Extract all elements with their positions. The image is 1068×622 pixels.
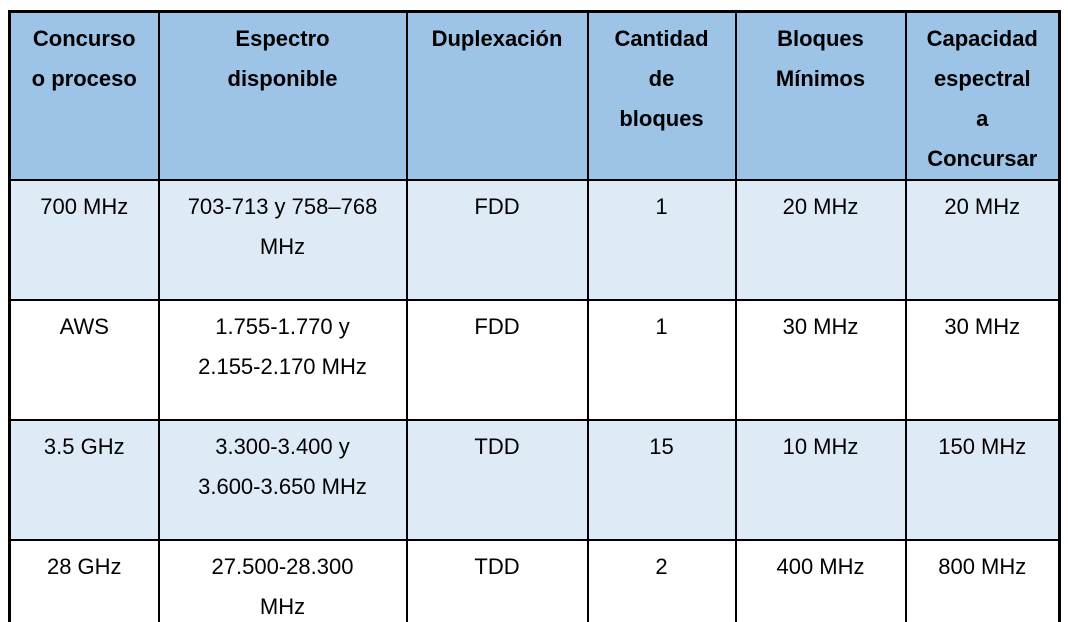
cell-capacidad-espectral: 150 MHz	[904, 419, 1061, 541]
column-header-cantidad-bloques: Cantidad de bloques	[586, 10, 737, 181]
column-header-capacidad-espectral: Capacidad espectral a Concursar	[904, 10, 1061, 181]
cell-duplexacion: TDD	[405, 419, 589, 541]
cell-concurso: AWS	[8, 299, 160, 421]
cell-capacidad-espectral: 800 MHz	[904, 539, 1061, 622]
column-header-bloques-minimos: Bloques Mínimos	[734, 10, 907, 181]
table-header-row: Concurso o proceso Espectro disponible D…	[8, 10, 1061, 181]
cell-cantidad-bloques: 1	[586, 179, 737, 301]
cell-duplexacion: TDD	[405, 539, 589, 622]
cell-duplexacion: FDD	[405, 299, 589, 421]
cell-espectro: 703-713 y 758–768 MHz	[157, 179, 408, 301]
cell-bloques-minimos: 20 MHz	[734, 179, 907, 301]
spectrum-table: Concurso o proceso Espectro disponible D…	[8, 10, 1061, 622]
cell-bloques-minimos: 400 MHz	[734, 539, 907, 622]
cell-cantidad-bloques: 15	[586, 419, 737, 541]
column-header-concurso: Concurso o proceso	[8, 10, 160, 181]
cell-cantidad-bloques: 2	[586, 539, 737, 622]
cell-cantidad-bloques: 1	[586, 299, 737, 421]
table-row-28ghz: 28 GHz 27.500-28.300 MHz TDD 2 400 MHz 8…	[8, 539, 1061, 622]
table-row-3-5ghz: 3.5 GHz 3.300-3.400 y 3.600-3.650 MHz TD…	[8, 419, 1061, 541]
column-header-duplexacion: Duplexación	[405, 10, 589, 181]
table-row-aws: AWS 1.755-1.770 y 2.155-2.170 MHz FDD 1 …	[8, 299, 1061, 421]
cell-bloques-minimos: 30 MHz	[734, 299, 907, 421]
column-header-espectro: Espectro disponible	[157, 10, 408, 181]
cell-bloques-minimos: 10 MHz	[734, 419, 907, 541]
cell-duplexacion: FDD	[405, 179, 589, 301]
cell-concurso: 28 GHz	[8, 539, 160, 622]
cell-espectro: 27.500-28.300 MHz	[157, 539, 408, 622]
cell-concurso: 3.5 GHz	[8, 419, 160, 541]
cell-espectro: 1.755-1.770 y 2.155-2.170 MHz	[157, 299, 408, 421]
table-row-700mhz: 700 MHz 703-713 y 758–768 MHz FDD 1 20 M…	[8, 179, 1061, 301]
cell-concurso: 700 MHz	[8, 179, 160, 301]
cell-espectro: 3.300-3.400 y 3.600-3.650 MHz	[157, 419, 408, 541]
cell-capacidad-espectral: 20 MHz	[904, 179, 1061, 301]
cell-capacidad-espectral: 30 MHz	[904, 299, 1061, 421]
